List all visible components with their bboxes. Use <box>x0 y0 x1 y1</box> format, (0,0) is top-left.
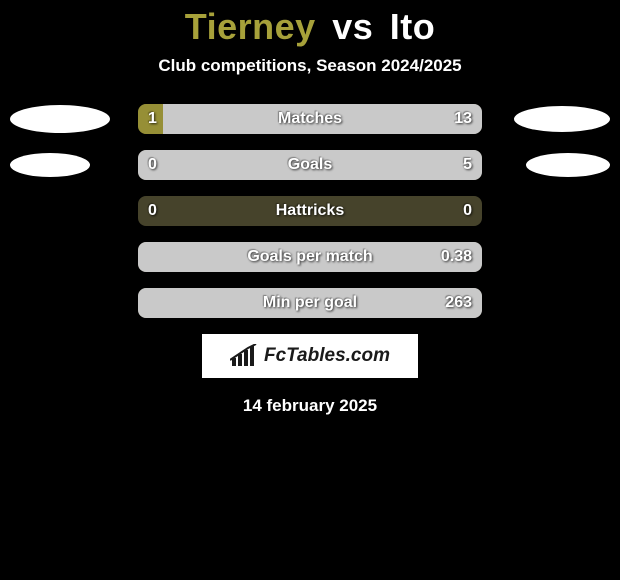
brand-text: FcTables.com <box>264 345 390 367</box>
date-text: 14 february 2025 <box>0 396 620 416</box>
page-title: Tierney vs Ito <box>0 6 620 48</box>
stat-value-right: 5 <box>463 150 472 180</box>
stat-value-right: 263 <box>445 288 472 318</box>
stat-value-left: 1 <box>148 104 157 134</box>
team-logo-left <box>10 153 90 177</box>
stat-label: Matches <box>138 104 482 134</box>
player2-name: Ito <box>390 6 435 47</box>
stat-row: Matches1 13 <box>0 104 620 134</box>
stat-bar: Hattricks0 0 <box>138 196 482 226</box>
team-logo-right <box>526 153 610 177</box>
brand-chart-icon <box>230 344 258 368</box>
stat-label: Hattricks <box>138 196 482 226</box>
team-logo-left <box>10 105 110 133</box>
comparison-card: Tierney vs Ito Club competitions, Season… <box>0 0 620 580</box>
brand-box: FcTables.com <box>202 334 418 378</box>
team-logo-right <box>514 106 610 132</box>
stats-list: Matches113Goals05Hattricks00Goals per ma… <box>0 104 620 318</box>
vs-text: vs <box>332 6 373 47</box>
stat-label: Min per goal <box>138 288 482 318</box>
stat-bar: Goals0 5 <box>138 150 482 180</box>
stat-bar: Matches1 13 <box>138 104 482 134</box>
stat-row: Min per goal263 <box>0 288 620 318</box>
stat-value-left: 0 <box>148 196 157 226</box>
stat-bar: Goals per match0.38 <box>138 242 482 272</box>
stat-value-right: 13 <box>454 104 472 134</box>
stat-row: Hattricks0 0 <box>0 196 620 226</box>
stat-value-right: 0.38 <box>441 242 472 272</box>
subtitle: Club competitions, Season 2024/2025 <box>0 56 620 76</box>
player1-name: Tierney <box>185 6 316 47</box>
stat-value-left: 0 <box>148 150 157 180</box>
stat-label: Goals per match <box>138 242 482 272</box>
stat-row: Goals0 5 <box>0 150 620 180</box>
stat-label: Goals <box>138 150 482 180</box>
stat-row: Goals per match0.38 <box>0 242 620 272</box>
stat-bar: Min per goal263 <box>138 288 482 318</box>
stat-value-right: 0 <box>463 196 472 226</box>
